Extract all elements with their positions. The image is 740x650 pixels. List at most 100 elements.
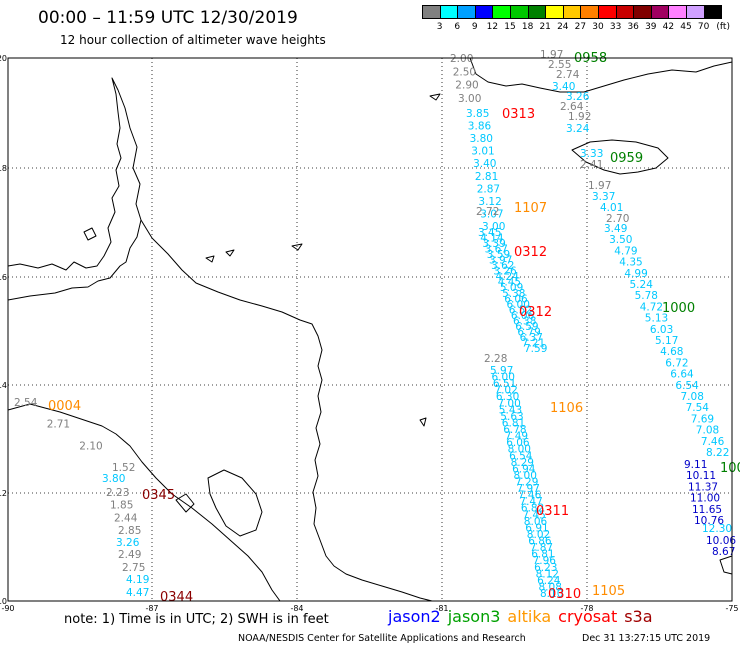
wave-height-value: 10.06 <box>706 535 736 547</box>
pass-time-label: 0344 <box>160 590 193 605</box>
wave-height-value: 4.72 <box>640 301 663 313</box>
lon-tick-label: -81 <box>435 604 448 613</box>
wave-height-value: 1.85 <box>110 500 133 512</box>
scale-unit: (ft) <box>716 22 730 32</box>
wave-height-value: 2.71 <box>47 419 70 431</box>
wave-height-value: 2.72 <box>476 206 499 218</box>
pass-time-label: 0312 <box>519 305 552 320</box>
wave-height-value: 4.19 <box>126 574 149 586</box>
wave-height-value: 2.41 <box>580 159 603 171</box>
scale-label: 33 <box>609 22 622 32</box>
wave-height-value: 6.54 <box>675 380 699 392</box>
wave-height-value: 7.08 <box>696 425 719 437</box>
lon-tick-label: -75 <box>725 604 738 613</box>
wave-height-value: 3.01 <box>471 146 494 158</box>
satellite-legend: jason2 jason3 altika cryosat s3a <box>388 607 660 626</box>
pass-time-label: 100 <box>720 461 740 476</box>
wave-height-value: 8.08 <box>539 581 562 593</box>
legend-jason3: jason3 <box>447 607 501 626</box>
wave-height-value: 6.23 <box>534 562 557 574</box>
wave-height-value: 1.92 <box>568 111 591 123</box>
wave-height-value: 3.85 <box>466 108 489 120</box>
wave-height-value: 3.26 <box>116 537 140 549</box>
wave-height-value: 1.97 <box>588 180 611 192</box>
yucatan-coast <box>7 77 142 301</box>
lake-nicaragua <box>207 469 263 537</box>
wave-height-value: 7.97 <box>517 483 540 495</box>
wave-height-value: 4.14 <box>480 233 504 245</box>
scale-label: 15 <box>504 22 516 32</box>
wave-height-value: 2.10 <box>79 440 102 452</box>
wave-height-value: 11.37 <box>688 481 718 493</box>
altimeter-tracks: 2.002.502.903.003.853.863.803.013.402.81… <box>14 49 736 600</box>
wave-height-value: 8.29 <box>511 457 534 469</box>
wave-height-value: 2.23 <box>106 487 129 499</box>
wave-height-value: 6.82 <box>521 503 544 515</box>
wave-height-value: 2.85 <box>118 525 141 537</box>
wave-height-value: 4.24 <box>496 271 520 283</box>
wave-height-value: 11.00 <box>690 493 720 505</box>
wave-height-value: 2.70 <box>606 213 629 225</box>
footer-timestamp: Dec 31 13:27:15 UTC 2019 <box>582 633 711 644</box>
wave-height-value: 6.38 <box>513 315 536 327</box>
wave-height-value: 5.24 <box>630 279 654 291</box>
pass-time-label: 0345 <box>142 488 175 503</box>
wave-height-value: 7.08 <box>681 391 704 403</box>
wave-height-value: 8.10 <box>540 588 563 600</box>
wave-height-value: 6.54 <box>509 450 533 462</box>
wave-height-value: 1.52 <box>112 462 135 474</box>
wave-height-value: 3.80 <box>470 133 493 145</box>
wave-height-value: 4.35 <box>619 257 642 269</box>
wave-height-value: 3.62 <box>491 260 514 272</box>
wave-height-value: 3.45 <box>478 227 501 239</box>
wave-height-value: 6.24 <box>537 575 561 587</box>
wave-height-value: 6.86 <box>528 536 552 548</box>
wave-height-value: 3.12 <box>478 196 501 208</box>
wave-height-value: 4.45 <box>498 277 521 289</box>
wave-height-value: 2.28 <box>484 353 507 365</box>
wave-height-value: 2.49 <box>118 549 141 561</box>
lon-tick-label: -90 <box>1 604 14 613</box>
wave-height-value: 7.45 <box>522 509 545 521</box>
wave-height-value: 3.86 <box>468 121 492 133</box>
wave-height-value: 6.78 <box>503 424 526 436</box>
wave-height-value: 3.50 <box>609 234 632 246</box>
wave-height-value: 8.00 <box>508 444 531 456</box>
lat-tick-label: 12 <box>0 489 7 498</box>
wave-height-value: 2.55 <box>548 59 571 71</box>
wave-height-value: 6.00 <box>492 372 515 384</box>
wave-height-value: 10.11 <box>686 470 716 482</box>
wave-height-value: 8.12 <box>536 568 559 580</box>
wave-height-value: 9.11 <box>684 459 707 471</box>
wave-height-value: 3.39 <box>482 238 505 250</box>
lat-tick-label: 10 <box>0 597 7 606</box>
wave-height-value: 7.46 <box>701 436 725 448</box>
scale-label: 6 <box>454 22 461 32</box>
scale-label: 12 <box>486 22 499 32</box>
wave-height-value: 3.24 <box>566 123 590 135</box>
scale-label: 27 <box>574 22 587 32</box>
wave-height-value: 6.59 <box>515 321 538 333</box>
wave-height-value: 7.21 <box>522 338 545 350</box>
wave-height-value: 2.44 <box>114 512 138 524</box>
pass-time-label: 1107 <box>514 201 547 216</box>
wave-height-value: 3.26 <box>566 91 590 103</box>
wave-height-value: 2.87 <box>477 183 500 195</box>
scale-label: 30 <box>592 22 604 32</box>
pass-time-label: 1106 <box>550 401 583 416</box>
wave-height-value: 7.59 <box>524 343 547 355</box>
pass-time-label: 0311 <box>536 504 569 519</box>
wave-height-value: 2.64 <box>560 101 584 113</box>
wave-height-value: 7.54 <box>686 402 710 414</box>
footer-note: note: 1) Time is in UTC; 2) SWH is in fe… <box>64 612 329 627</box>
map-title: 00:00 – 11:59 UTC 12/30/2019 <box>38 8 298 28</box>
pass-time-label: 0312 <box>514 245 547 260</box>
wave-height-value: 6.06 <box>511 310 535 322</box>
wave-height-value: 6.94 <box>512 463 536 475</box>
wave-height-value: 7.69 <box>691 413 714 425</box>
scale-label: 24 <box>557 22 569 32</box>
wave-height-value: 7.49 <box>505 431 528 443</box>
wave-height-value: 6.00 <box>507 299 530 311</box>
lat-tick-label: 20 <box>0 54 7 63</box>
